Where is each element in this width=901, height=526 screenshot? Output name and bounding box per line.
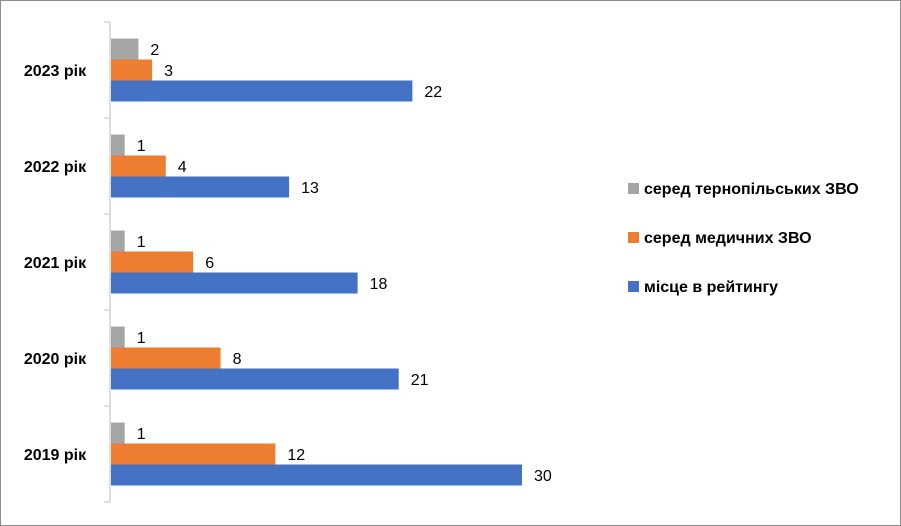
data-label: 1	[137, 330, 146, 347]
data-label: 1	[137, 234, 146, 251]
legend-label: серед тернопільських ЗВО	[644, 181, 859, 198]
legend-swatch	[628, 232, 639, 243]
data-label: 2	[150, 42, 159, 59]
data-label: 18	[370, 276, 388, 293]
bar	[111, 230, 125, 252]
data-label: 30	[534, 468, 552, 485]
bar	[111, 80, 413, 102]
legend-label: серед медичних ЗВО	[644, 230, 812, 247]
bar	[111, 176, 290, 198]
data-label: 3	[164, 63, 173, 80]
bar	[111, 326, 125, 348]
data-label: 22	[424, 84, 442, 101]
y-tick-label: 2022 рік	[24, 159, 87, 176]
bar	[111, 38, 139, 60]
bar	[111, 347, 221, 369]
data-label: 21	[411, 372, 429, 389]
data-label: 6	[205, 255, 214, 272]
bar	[111, 155, 166, 177]
data-label: 4	[178, 159, 187, 176]
data-label: 1	[137, 426, 146, 443]
bar	[111, 134, 125, 156]
legend: серед тернопільських ЗВО серед медичних З…	[628, 181, 859, 296]
data-label: 12	[287, 447, 305, 464]
bar	[111, 272, 358, 294]
y-tick-label: 2019 рік	[24, 447, 87, 464]
legend-swatch	[628, 183, 639, 194]
y-tick-label: 2023 рік	[24, 63, 87, 80]
y-tick-label: 2020 рік	[24, 351, 87, 368]
data-label: 1	[137, 138, 146, 155]
bar	[111, 422, 125, 444]
bar	[111, 368, 399, 390]
bar	[111, 251, 194, 273]
bar	[111, 59, 153, 81]
data-label: 13	[301, 180, 319, 197]
legend-swatch	[628, 281, 639, 292]
legend-label: місце в рейтингу	[644, 279, 778, 296]
bar	[111, 464, 522, 486]
data-label: 8	[233, 351, 242, 368]
y-tick-label: 2021 рік	[24, 255, 87, 272]
bar	[111, 443, 276, 465]
